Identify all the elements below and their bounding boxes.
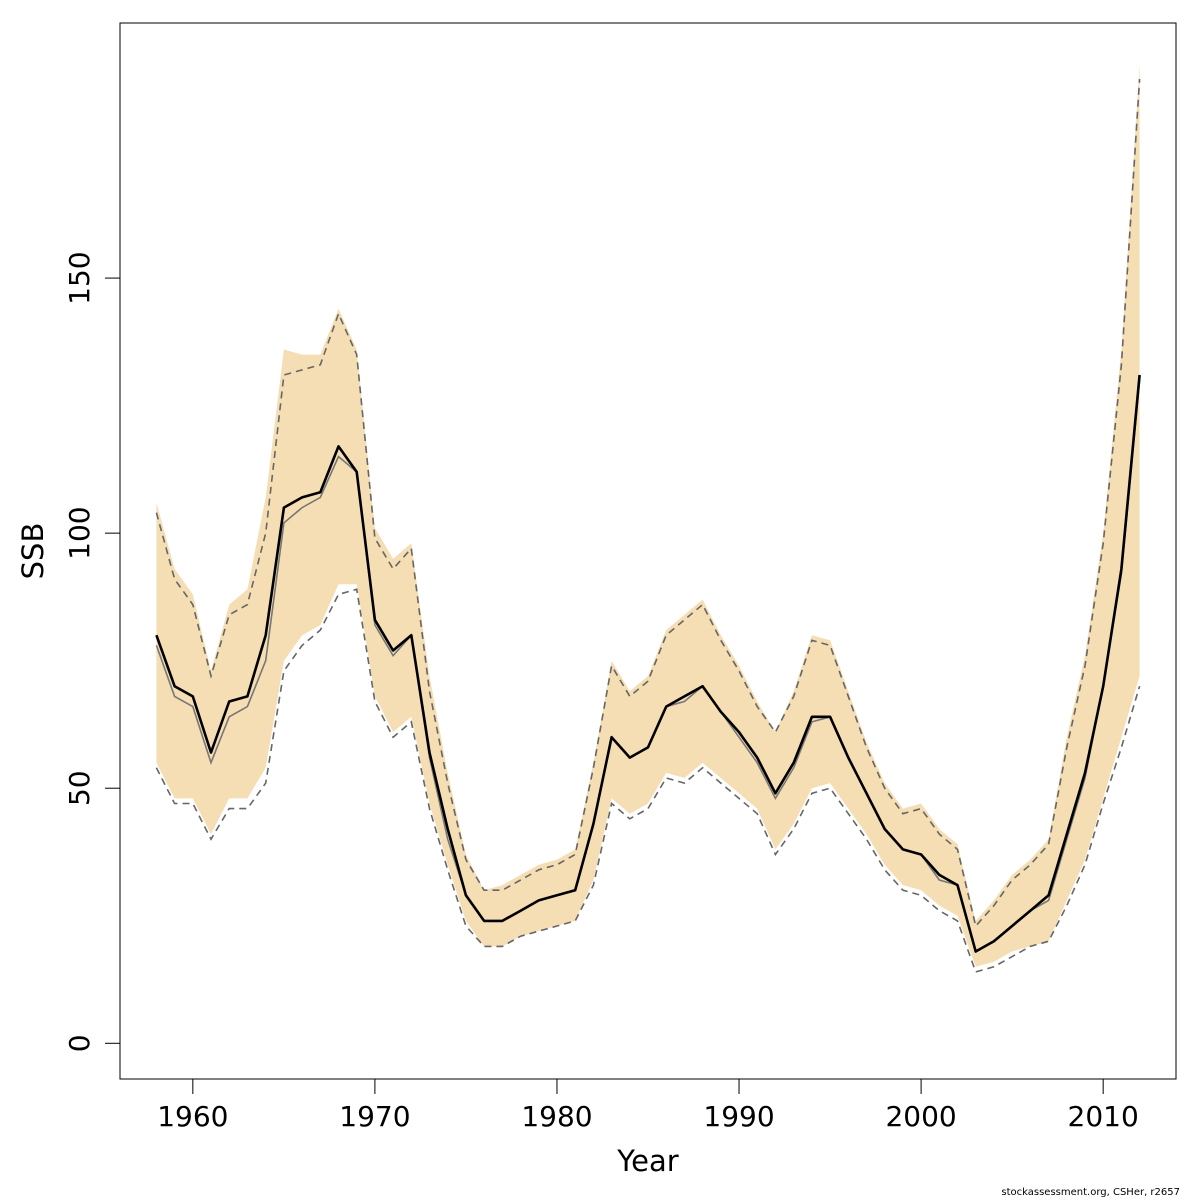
x-tick-label: 1960 xyxy=(157,1100,228,1133)
x-tick-label: 1990 xyxy=(703,1100,774,1133)
x-tick-label: 1970 xyxy=(339,1100,410,1133)
x-axis-title: Year xyxy=(616,1144,678,1178)
x-tick-label: 2000 xyxy=(885,1100,956,1133)
confidence-band xyxy=(156,63,1140,967)
y-tick-label: 150 xyxy=(63,251,96,304)
y-axis: 0 50 100 150 xyxy=(63,251,121,1052)
y-tick-label: 0 xyxy=(63,1034,96,1052)
x-tick-label: 1980 xyxy=(521,1100,592,1133)
credit-text: stockassessment.org, CSHer, r2657 xyxy=(1001,1187,1180,1198)
lower-ci-line xyxy=(155,588,1141,973)
plot-region xyxy=(155,63,1141,973)
upper-ci-line xyxy=(155,79,1141,928)
ssb-estimate-line xyxy=(155,374,1141,953)
x-tick-label: 2010 xyxy=(1068,1100,1139,1133)
y-tick-label: 50 xyxy=(63,770,96,806)
y-axis-title: SSB xyxy=(16,523,50,580)
x-axis: 1960 1970 1980 1990 2000 2010 xyxy=(157,1078,1139,1133)
y-tick-label: 100 xyxy=(63,506,96,559)
